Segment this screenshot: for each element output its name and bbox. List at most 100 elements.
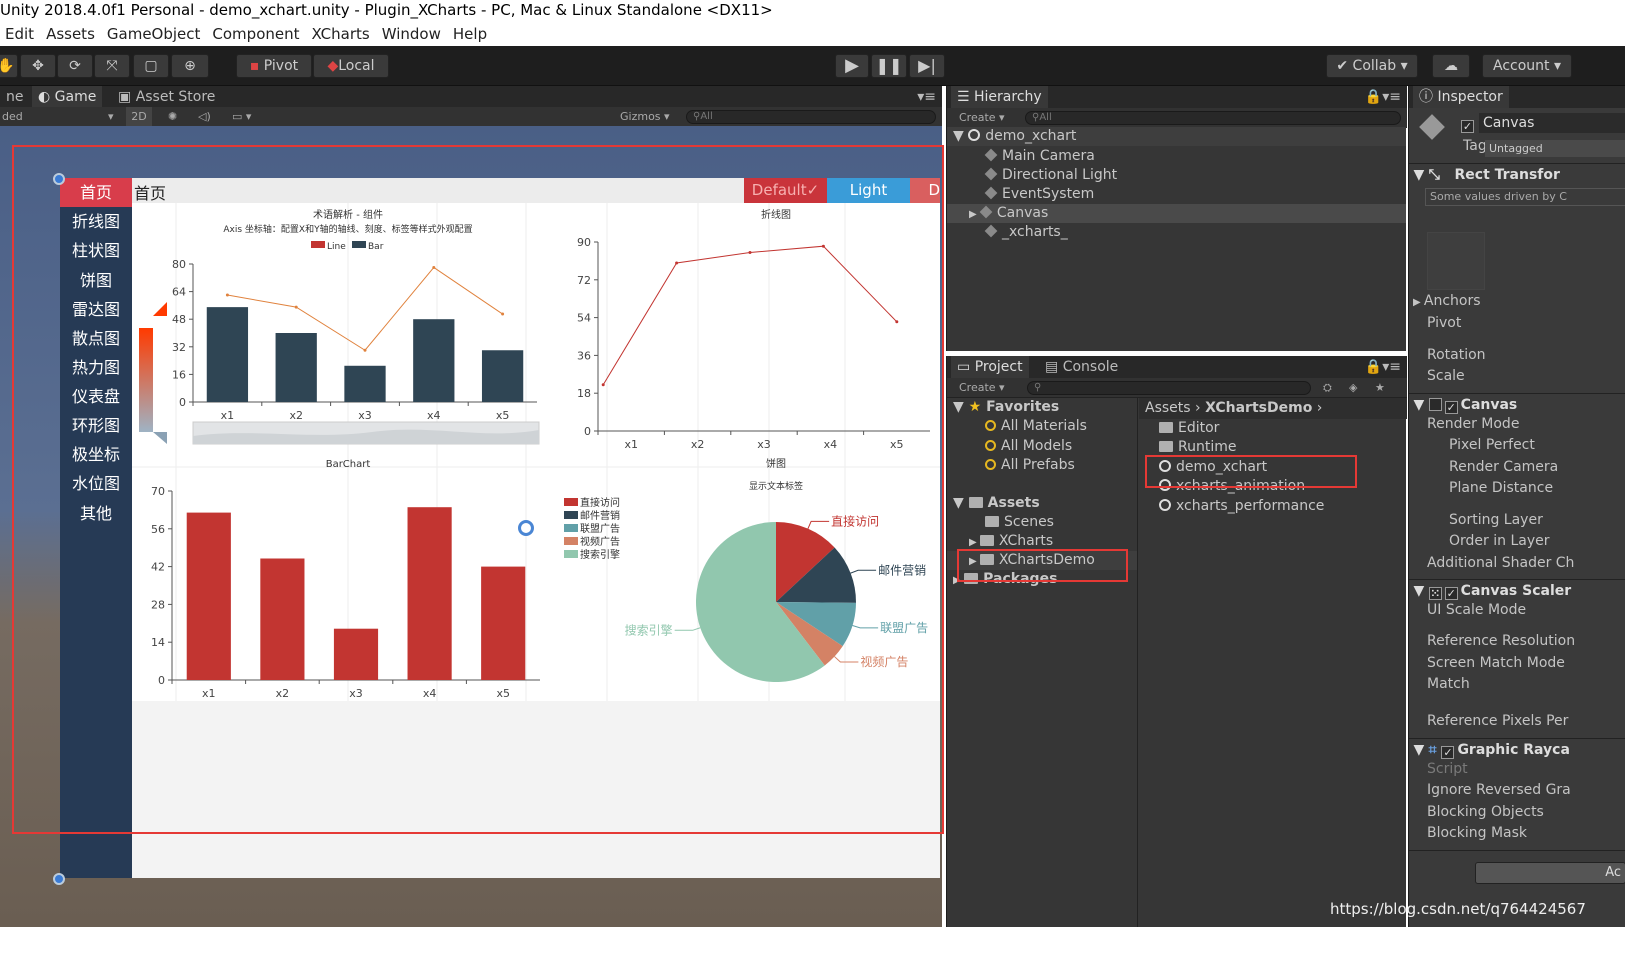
file-xcharts-performance[interactable]: xcharts_performance [1159,497,1399,516]
sidebar-item-heatmap[interactable]: 热力图 [71,358,120,377]
hierarchy-search-input[interactable]: ⚲All [1025,111,1401,125]
filter-type-icon[interactable]: ⛭ [1323,381,1332,394]
rect-handle-bottom[interactable] [53,873,65,885]
checkbox-icon[interactable]: ✓ [1444,587,1458,600]
hierarchy-create-dropdown[interactable]: Create ▾ [959,111,1005,124]
theme-default-button[interactable]: Default✓ [744,178,827,203]
sidebar-item-gauge[interactable]: 仪表盘 [71,387,120,406]
local-toggle-button[interactable]: ◆Local [313,54,389,78]
menu-edit[interactable]: Edit [5,25,35,43]
packages-header[interactable]: ▶ Packages [947,570,1137,589]
breadcrumb-assets[interactable]: Assets [1145,400,1191,416]
tab-inspector[interactable]: ⓘ Inspector [1413,86,1509,108]
rect-tool-icon[interactable]: ▢ [133,54,169,78]
graphic-raycaster-header[interactable]: ▼ ⌗ ✓ Graphic Rayca [1409,738,1625,760]
expand-arrow-icon: ▼ [953,128,964,144]
favorite-item-materials[interactable]: All Materials [947,417,1137,436]
asset-folder-xchartsdemo[interactable]: ▶ XChartsDemo [947,551,1137,570]
step-button[interactable]: ▶| [909,54,945,78]
breadcrumb-xchartsdemo[interactable]: XChartsDemo [1205,400,1313,416]
menu-gameobject[interactable]: GameObject [106,25,201,43]
scale-tool-icon[interactable]: ⤧ [94,54,130,78]
favorite-item-models[interactable]: All Models [947,437,1137,456]
collab-button[interactable]: ✔ Collab ▾ [1326,54,1418,78]
panel-menu-icon[interactable]: ▾≡ [917,89,936,105]
anchor-preset-icon[interactable] [1427,232,1485,290]
pivot-handle[interactable] [518,520,534,536]
hierarchy-item-directional-light[interactable]: Directional Light [947,166,1406,185]
move-tool-icon[interactable]: ✥ [20,54,56,78]
audio-icon[interactable]: ◁) [198,110,211,123]
tag-dropdown[interactable]: Untagged [1485,140,1625,157]
gizmos-dropdown[interactable]: Gizmos ▾ [620,110,670,123]
file-demo-xchart[interactable]: demo_xchart [1159,458,1399,477]
project-create-dropdown[interactable]: Create ▾ [959,381,1005,394]
object-active-toggle[interactable]: ✓ [1461,116,1477,133]
favorites-header[interactable]: ▼ ★ Favorites [947,398,1137,417]
tab-project[interactable]: ▭ Project [951,356,1029,378]
theme-light-button[interactable]: Light [827,178,910,203]
tab-hierarchy[interactable]: ☰ Hierarchy [951,86,1048,108]
display-dropdown[interactable]: ded [2,110,23,123]
cloud-icon[interactable]: ☁ [1432,54,1470,78]
sidebar-item-pie[interactable]: 饼图 [79,271,112,290]
sidebar-item-bar[interactable]: 柱状图 [71,241,120,260]
favorite-item-prefabs[interactable]: All Prefabs [947,456,1137,475]
checkbox-icon[interactable]: ✓ [1441,746,1455,759]
lock-icon[interactable]: 🔒▾≡ [1364,359,1401,375]
asset-folder-scenes[interactable]: Scenes [947,513,1137,532]
checkbox-icon[interactable]: ✓ [1444,401,1458,414]
theme-dark-button[interactable]: D [910,178,940,203]
add-component-button[interactable]: Ac [1475,862,1625,884]
chart2-y-tick-label: 54 [577,312,591,325]
menu-component[interactable]: Component [212,25,300,43]
menu-assets[interactable]: Assets [46,25,95,43]
scene-root[interactable]: ▼ demo_xchart [947,127,1406,146]
anchors-row[interactable]: ▶ Anchors [1413,292,1481,312]
hierarchy-item-xcharts[interactable]: _xcharts_ [947,223,1406,242]
pause-button[interactable]: ❚❚ [871,54,907,78]
canvas-header[interactable]: ▼ ✓ Canvas [1409,393,1625,415]
rotate-tool-icon[interactable]: ⟳ [57,54,93,78]
rect-handle-top[interactable] [53,173,65,185]
hierarchy-item-eventsystem[interactable]: EventSystem [947,185,1406,204]
hand-tool-icon[interactable]: ✋ [0,54,18,78]
sidebar-item-other[interactable]: 其他 [79,504,112,523]
lock-icon[interactable]: 🔒▾≡ [1364,89,1401,105]
hierarchy-item-main-camera[interactable]: Main Camera [947,147,1406,166]
sidebar-item-polar[interactable]: 极坐标 [71,445,120,464]
project-search-input[interactable]: ⚲ [1027,381,1311,395]
tab-scene[interactable]: ne [6,89,24,105]
sidebar-item-home[interactable]: 首页 [60,178,132,207]
tab-game[interactable]: ◐ Game [32,86,103,108]
file-runtime[interactable]: Runtime [1159,438,1399,457]
play-button[interactable]: ▶ [835,54,869,78]
filter-label-icon[interactable]: ◈ [1349,381,1358,394]
2d-toggle[interactable]: 2D [126,107,152,127]
sidebar-item-liquid[interactable]: 水位图 [71,474,120,493]
hierarchy-item-canvas[interactable]: ▶ Canvas [947,204,1406,223]
image-icon[interactable]: ▭ ▾ [232,110,252,123]
sidebar-item-ring[interactable]: 环形图 [71,416,120,435]
menu-window[interactable]: Window [381,25,441,43]
file-editor[interactable]: Editor [1159,419,1399,438]
menu-help[interactable]: Help [452,25,488,43]
object-name-field[interactable]: Canvas [1479,113,1625,133]
expand-arrow-icon: ▼ [953,495,964,511]
light-icon[interactable]: ✺ [168,110,178,123]
sidebar-item-line[interactable]: 折线图 [71,212,120,231]
tab-console[interactable]: ▤ Console [1039,356,1124,378]
canvas-scaler-header[interactable]: ▼ ⁙ ✓ Canvas Scaler [1409,579,1625,601]
star-icon[interactable]: ★ [1375,381,1385,394]
account-button[interactable]: Account ▾ [1482,54,1572,78]
tab-asset-store[interactable]: ▣ Asset Store [112,86,221,108]
assets-header[interactable]: ▼ Assets [947,494,1137,513]
rect-transform-header[interactable]: ▼ ⤡ Rect Transfor [1409,163,1625,185]
sidebar-item-radar[interactable]: 雷达图 [71,300,120,319]
sidebar-item-scatter[interactable]: 散点图 [71,329,120,348]
asset-folder-xcharts[interactable]: ▶ XCharts [947,532,1137,551]
menu-xcharts[interactable]: XCharts [311,25,370,43]
transform-tool-icon[interactable]: ⊕ [171,54,209,78]
scene-search-input[interactable]: ⚲All [686,110,936,124]
pivot-toggle-button[interactable]: ▪ Pivot [236,54,312,78]
